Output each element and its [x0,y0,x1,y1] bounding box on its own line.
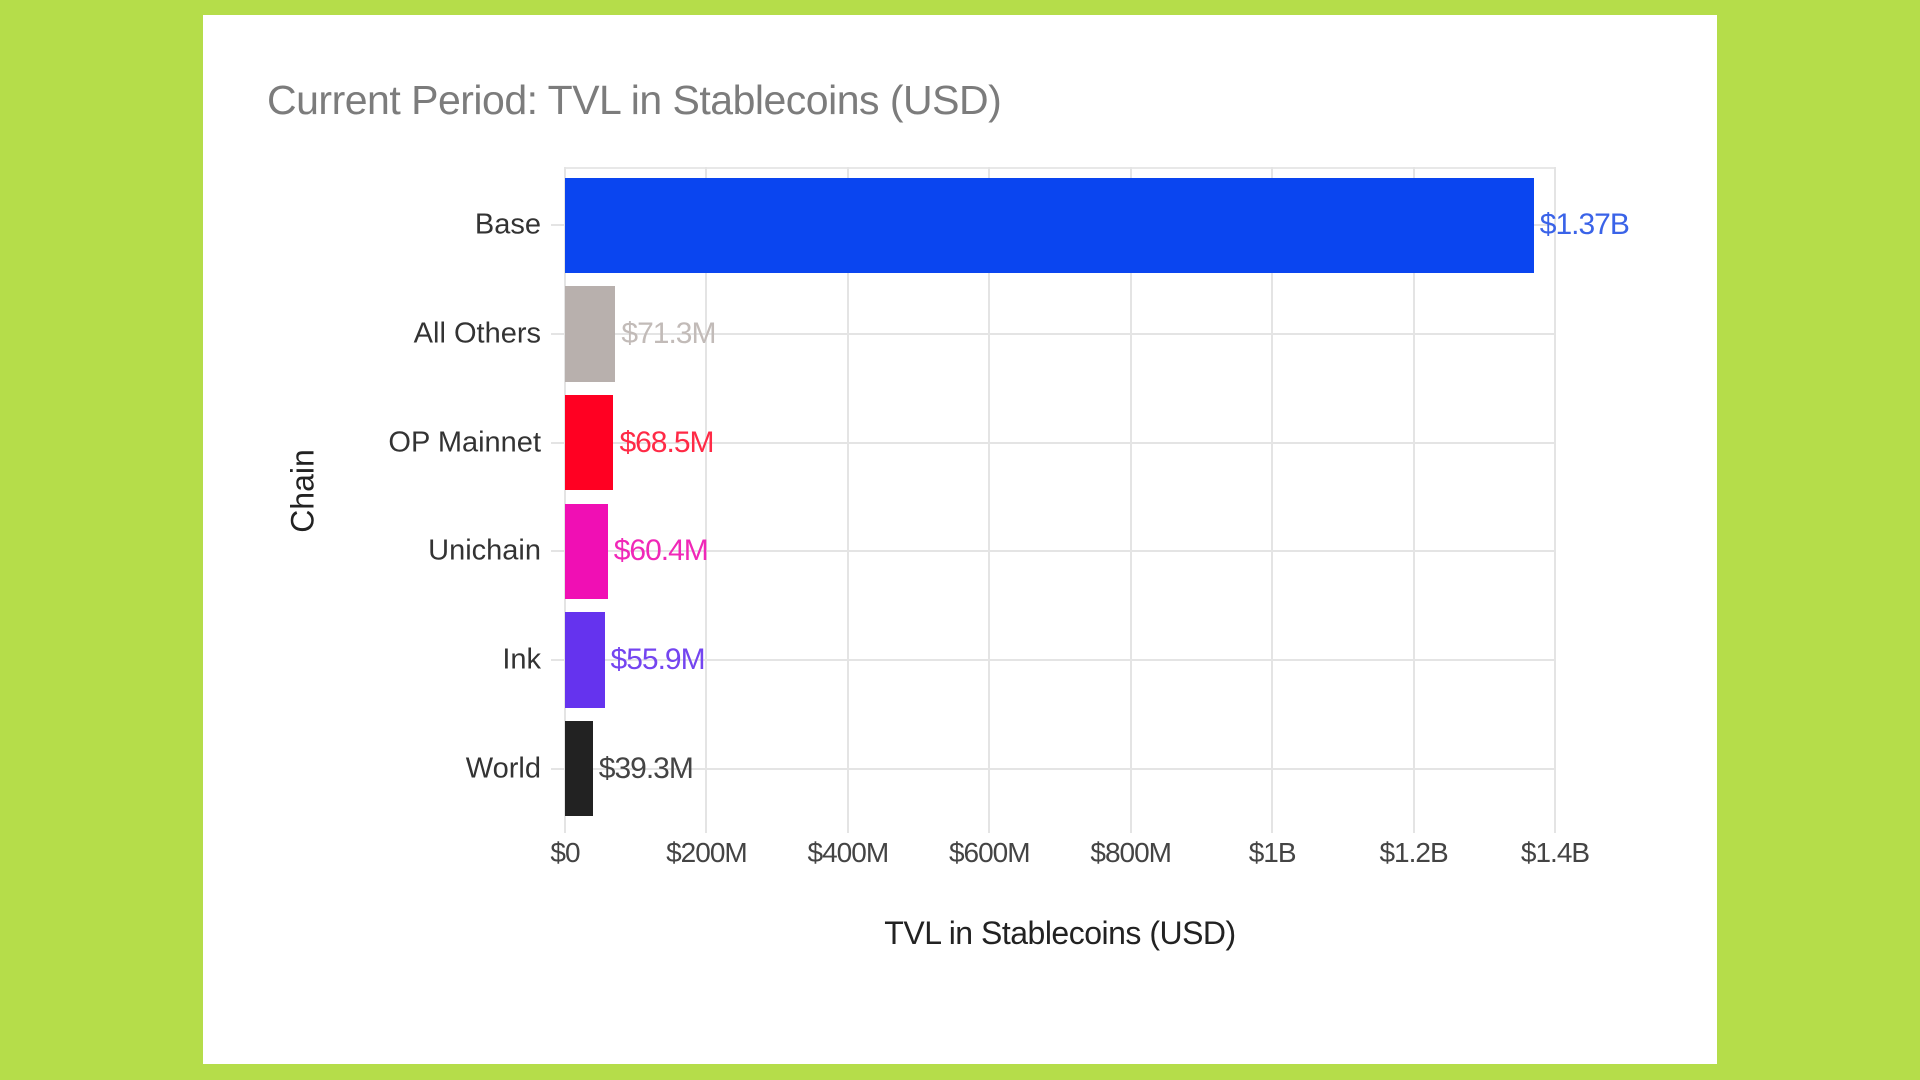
x-tick-label: $1B [1248,837,1297,868]
y-category-label: All Others [413,317,541,350]
bar-world[interactable] [565,720,593,817]
y-gridline [551,767,1555,770]
bar-value-label: $68.5M [619,425,714,459]
x-gridline [1412,167,1415,833]
bar-base[interactable] [565,177,1534,274]
plot-area: $1.37B $71.3M $68.5M $60.4M $55.9M $39.3M [551,167,1630,833]
x-gridline [1554,167,1556,833]
x-axis-title: TVL in Stablecoins (USD) [884,915,1236,951]
x-gridline [705,167,708,833]
x-tick-label: $0 [550,837,580,868]
x-tick-label: $800M [1090,837,1172,868]
bar-value-label: $60.4M [613,534,709,568]
x-gridline [564,167,566,833]
y-gridline [551,659,1555,661]
x-gridline [1271,167,1274,833]
y-gridline [551,550,1555,553]
x-tick-label: $200M [666,837,748,868]
bar-value-label: $55.9M [610,643,706,676]
bar-op-mainnet[interactable] [565,394,614,491]
y-gridline [551,441,1555,444]
x-gridline [1129,167,1132,833]
x-tick-label: $600M [948,837,1031,868]
bar-value-label: $71.3M [621,317,716,350]
y-category-label: World [465,752,541,785]
bar-unichain[interactable] [565,503,608,600]
x-tick-label: $1.2B [1379,837,1448,868]
chart-card: Current Period: TVL in Stablecoins (USD)… [203,15,1717,1064]
x-tick-label: $1.4B [1520,837,1590,868]
y-category-label: Base [474,208,541,241]
y-gridline [551,333,1555,335]
bar-value-label: $39.3M [598,751,694,785]
chart-title: Current Period: TVL in Stablecoins (USD) [267,77,1002,123]
x-tick-label: $400M [807,837,890,868]
plot-top-border [565,167,1555,169]
x-gridline [988,167,991,833]
bar-value-label: $1.37B [1539,208,1630,242]
y-axis-title: Chain [284,449,321,533]
x-gridline [846,167,849,833]
y-category-label: Unichain [428,534,541,567]
bar-ink[interactable] [565,612,605,708]
y-category-label: Ink [502,643,541,676]
y-category-label: OP Mainnet [388,426,541,459]
bar-all-others[interactable] [565,286,616,382]
